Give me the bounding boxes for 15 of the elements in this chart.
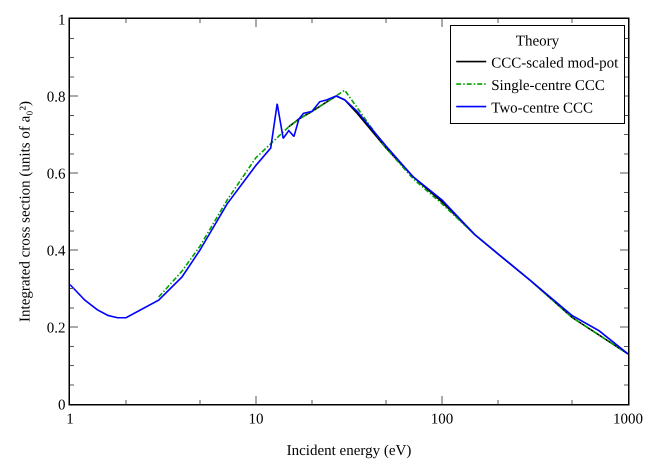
x-tick-label: 10 — [248, 412, 264, 428]
legend-label: CCC-scaled mod-pot — [491, 55, 620, 72]
legend-label: Single-centre CCC — [491, 78, 605, 94]
y-tick-label: 1 — [58, 12, 66, 28]
y-tick-label: 0.2 — [46, 320, 66, 336]
legend-label: Two-centre CCC — [491, 100, 594, 116]
y-tick-label: 0 — [58, 397, 66, 414]
y-axis-title: Integrated cross section (units of a₀²) — [18, 101, 34, 322]
x-tick-label: 1000 — [613, 412, 643, 428]
y-tick-label: 0.6 — [46, 166, 66, 182]
y-tick-label: 0.4 — [46, 243, 66, 260]
x-tick-label: 100 — [430, 412, 454, 428]
legend-title: Theory — [516, 33, 560, 50]
x-axis-title: Incident energy (eV) — [286, 443, 412, 459]
y-tick-label: 0.8 — [46, 89, 66, 106]
